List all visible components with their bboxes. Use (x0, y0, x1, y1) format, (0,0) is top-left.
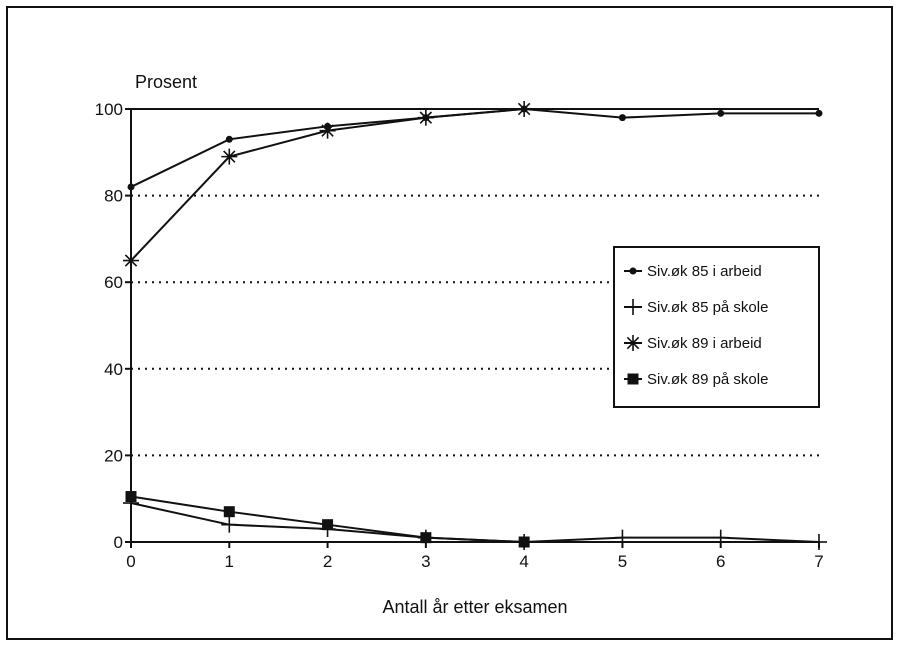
x-tick-label-7: 7 (814, 552, 823, 571)
point-0-0 (127, 183, 135, 191)
legend-item-0: Siv.øk 85 i arbeid (624, 263, 762, 280)
series-line-0 (130, 107, 819, 188)
series-group (123, 101, 827, 550)
y-tick-label-80: 80 (104, 187, 123, 206)
x-tick-label-0: 0 (126, 552, 135, 571)
point-1-1 (221, 516, 238, 533)
point-3-1 (223, 506, 235, 518)
point-3-2 (322, 519, 334, 531)
y-tick-label-100: 100 (95, 100, 123, 119)
point-1-6 (712, 529, 729, 546)
y-tick-label-20: 20 (104, 446, 123, 465)
x-tick-label-5: 5 (618, 552, 627, 571)
point-0-6 (717, 109, 725, 117)
point-0-5 (618, 114, 626, 122)
y-tick-label-40: 40 (104, 360, 123, 379)
legend-label-2: Siv.øk 89 i arbeid (647, 335, 762, 352)
grid-lines (131, 194, 819, 457)
legend-label-3: Siv.øk 89 på skole (647, 371, 768, 388)
legend-box (613, 246, 820, 408)
legend-marker-1 (625, 299, 641, 315)
point-0-7 (815, 109, 823, 117)
legend-marker-3 (627, 373, 639, 385)
point-2-1 (221, 148, 238, 165)
legend-item-2: Siv.øk 89 i arbeid (624, 335, 762, 352)
legend-item-3: Siv.øk 89 på skole (624, 371, 768, 388)
point-1-7 (811, 534, 827, 550)
point-1-5 (614, 529, 631, 546)
legend-item-1: Siv.øk 85 på skole (624, 299, 768, 316)
legend-marker-0 (629, 267, 637, 275)
x-tick-label-1: 1 (225, 552, 234, 571)
series-3 (125, 491, 530, 548)
point-3-3 (420, 532, 432, 544)
y-tick-label-60: 60 (104, 273, 123, 292)
point-2-0 (123, 252, 139, 269)
legend-marker-2 (625, 335, 641, 351)
legend: Siv.øk 85 i arbeid Siv.øk 85 på skole Siv.… (613, 246, 820, 408)
axes: 0 20 40 60 80 100 0 1 2 3 4 5 6 7 (95, 100, 824, 571)
x-tick-label-2: 2 (323, 552, 332, 571)
y-axis-title: Prosent (135, 72, 197, 92)
y-tick-label-0: 0 (114, 533, 123, 552)
point-2-4 (516, 101, 533, 117)
point-3-4 (518, 536, 530, 548)
x-tick-label-4: 4 (519, 552, 528, 571)
series-0 (127, 105, 823, 191)
point-2-3 (417, 109, 434, 126)
x-axis-title: Antall år etter eksamen (382, 597, 567, 617)
series-2 (123, 101, 533, 269)
point-3-0 (125, 491, 137, 503)
point-0-1 (225, 135, 233, 143)
legend-label-0: Siv.øk 85 i arbeid (647, 263, 762, 280)
point-2-2 (319, 122, 336, 139)
x-tick-label-3: 3 (421, 552, 430, 571)
x-tick-label-6: 6 (716, 552, 725, 571)
legend-label-1: Siv.øk 85 på skole (647, 299, 768, 316)
